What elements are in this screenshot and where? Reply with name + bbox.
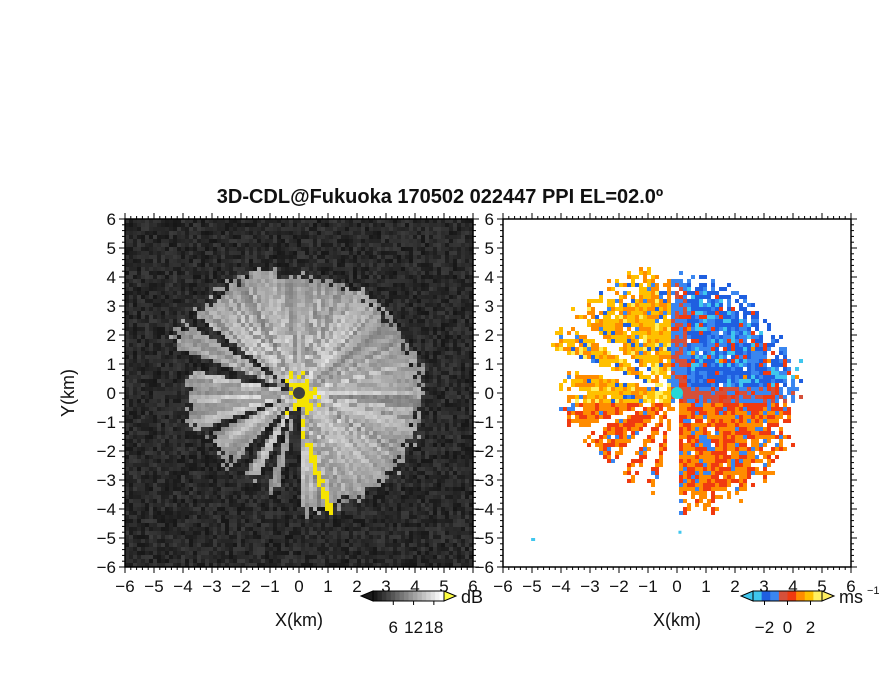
- x-tick-label: 5: [439, 577, 448, 596]
- x-tick-label: −2: [231, 577, 250, 596]
- y-tick-label: −6: [97, 558, 116, 577]
- x-tick-label: −2: [609, 577, 628, 596]
- y-tick-label: 6: [107, 210, 116, 229]
- x-tick-label: 2: [730, 577, 739, 596]
- y-tick-label: −2: [475, 442, 494, 461]
- colorbar-tick-label: 12: [404, 618, 423, 637]
- x-tick-label: 1: [323, 577, 332, 596]
- velocity-speck: [678, 530, 682, 534]
- colorbar-tick-label: 6: [389, 618, 398, 637]
- x-tick-label: −1: [638, 577, 657, 596]
- x-tick-label: −6: [115, 577, 134, 596]
- y-tick-label: 6: [485, 210, 494, 229]
- y-tick-label: −6: [475, 558, 494, 577]
- x-tick-label: −6: [493, 577, 512, 596]
- y-tick-label: −2: [97, 442, 116, 461]
- chart-title: 3D-CDL@Fukuoka 170502 022447 PPI EL=02.0…: [216, 186, 664, 208]
- y-tick-label: −5: [97, 529, 116, 548]
- velocity-colorbar: −2 0 2 ms −1: [739, 585, 880, 637]
- colorbar-unit: ms: [839, 587, 863, 607]
- intensity-panel: −6 −5 −4 −3 −2 −1 0 1 2 3 4 5 66543210−1−2−3−4−5−6X(…: [58, 210, 483, 637]
- x-tick-label: 1: [701, 577, 710, 596]
- y-tick-label: 4: [107, 268, 116, 287]
- x-tick-label: 6: [846, 577, 855, 596]
- x-tick-label: 3: [381, 577, 390, 596]
- y-tick-label: −3: [97, 471, 116, 490]
- x-tick-label: 4: [788, 577, 797, 596]
- x-tick-label: 0: [294, 577, 303, 596]
- colorbar-tick-label: 0: [783, 618, 792, 637]
- y-tick-label: −5: [475, 529, 494, 548]
- x-tick-label: −4: [551, 577, 570, 596]
- x-axis-label: X(km): [275, 610, 323, 630]
- x-axis-label: X(km): [653, 610, 701, 630]
- x-tick-label: 4: [410, 577, 419, 596]
- radar-site-marker: [293, 387, 305, 399]
- x-tick-label: −5: [522, 577, 541, 596]
- y-tick-label: −4: [97, 500, 116, 519]
- x-tick-label: −4: [173, 577, 192, 596]
- y-tick-label: 1: [485, 355, 494, 374]
- y-tick-label: −1: [475, 413, 494, 432]
- colorbar-unit: dB: [461, 587, 483, 607]
- x-tick-label: 3: [759, 577, 768, 596]
- y-tick-label: 0: [485, 384, 494, 403]
- data-field: [125, 219, 473, 567]
- y-tick-label: 5: [107, 239, 116, 258]
- y-tick-label: 0: [107, 384, 116, 403]
- x-tick-label: 6: [468, 577, 477, 596]
- colorbar-tick-label: −2: [755, 618, 774, 637]
- x-tick-label: 5: [817, 577, 826, 596]
- data-field: [551, 267, 803, 515]
- x-tick-label: −5: [144, 577, 163, 596]
- y-tick-label: −3: [475, 471, 494, 490]
- radar-site-marker: [671, 387, 683, 399]
- y-tick-label: 4: [485, 268, 494, 287]
- velocity-panel: −6 −5 −4 −3 −2 −1 0 1 2 3 4 5 6 6 5 4 3 2 1 0 −1 −2 −3 −4 −5 −6 X(…: [475, 210, 880, 637]
- y-tick-label: 1: [107, 355, 116, 374]
- x-tick-label: −3: [202, 577, 221, 596]
- x-tick-label: −1: [260, 577, 279, 596]
- y-tick-label: 3: [485, 297, 494, 316]
- colorbar-tick-label: 2: [806, 618, 815, 637]
- velocity-speck: [531, 538, 536, 541]
- y-tick-label: 3: [107, 297, 116, 316]
- y-tick-label: −4: [475, 500, 494, 519]
- x-tick-label: 2: [352, 577, 361, 596]
- x-tick-label: −3: [580, 577, 599, 596]
- y-tick-label: 2: [485, 326, 494, 345]
- intensity-colorbar: 6 12 18 dB: [359, 587, 483, 637]
- x-tick-label: 0: [672, 577, 681, 596]
- colorbar-unit-exponent: −1: [867, 585, 880, 597]
- y-tick-label: 2: [107, 326, 116, 345]
- colorbar-tick-label: 18: [424, 618, 443, 637]
- y-axis-label: Y(km): [58, 369, 78, 417]
- y-tick-label: −1: [97, 413, 116, 432]
- y-tick-label: 5: [485, 239, 494, 258]
